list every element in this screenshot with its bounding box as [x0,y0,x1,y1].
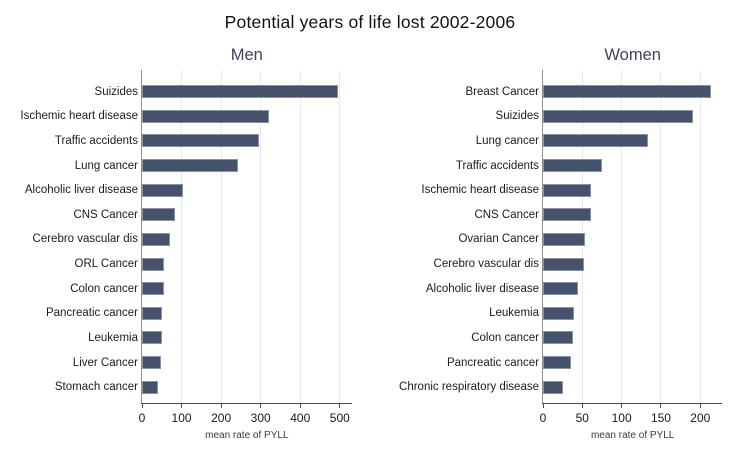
bar-stomach-cancer [142,380,158,394]
bar-leukemia [142,331,162,345]
bar-pancreatic-cancer [543,356,571,370]
bar-ovarian-cancer [543,232,586,246]
category-label: Liver Cancer [72,356,138,369]
bar-leukemia [543,306,574,320]
category-label: CNS Cancer [474,208,539,221]
gridline-x-200 [699,70,701,403]
category-label: Pancreatic cancer [45,307,138,320]
gridline-x-100 [181,70,183,403]
category-label: Colon cancer [70,282,138,295]
bar-ischemic-heart-disease [543,183,591,197]
plot-area-women: Breast Cancer Suizides Lung cancer Traffic … [399,70,723,441]
bar-suizides [543,109,694,123]
bar-pancreatic-cancer [142,306,163,320]
y-axis-line [141,70,142,404]
x-tick-mark-0 [542,404,544,408]
category-label: Chronic respiratory disease [399,381,539,394]
bar-suizides [142,85,338,99]
category-label: Pancreatic cancer [446,356,539,369]
x-tick-mark-400 [299,404,301,408]
category-label: Leukemia [489,307,539,320]
bar-cerebro-vascular-dis [142,232,171,246]
x-tick-mark-0 [141,404,143,408]
x-tick-label-400: 400 [290,411,311,425]
category-label: Ovarian Cancer [458,233,539,246]
category-label: Colon cancer [471,331,539,344]
x-tick-mark-300 [260,404,262,408]
category-label: Lung cancer [475,134,539,147]
category-label: Alcoholic liver disease [24,184,138,197]
x-tick-mark-50 [581,404,583,408]
chart-title-men: Men [230,46,263,64]
bar-cns-cancer [142,208,175,222]
gridline-x-400 [299,70,301,403]
y-axis-line [542,70,543,404]
x-tick-label-150: 150 [650,411,671,425]
category-label: Lung cancer [74,159,138,172]
x-tick-label-0: 0 [138,411,146,425]
category-label: Alcoholic liver disease [425,282,539,295]
category-label: Cerebro vascular dis [433,258,539,271]
x-tick-label-50: 50 [575,411,589,425]
bar-alcoholic-liver-disease [142,183,183,197]
x-axis-label: mean rate of PYLL [205,430,289,441]
x-tick-label-500: 500 [329,411,350,425]
x-tick-label-0: 0 [539,411,547,425]
bar-breast-cancer [543,85,712,99]
x-tick-mark-200 [699,404,701,408]
panel-men: Men Suizides Ischemic heart disease Traffic… [0,46,370,454]
x-tick-mark-500 [339,404,341,408]
category-label: Breast Cancer [465,85,539,98]
category-label: Cerebro vascular dis [32,233,138,246]
category-label: CNS Cancer [73,208,138,221]
category-label: Suizides [94,85,138,98]
panel-women: Women Breast Cancer Suizides Lung cancer Tra… [370,46,740,454]
bar-lung-cancer [543,134,648,148]
gridline-x-200 [220,70,222,403]
x-tick-mark-150 [660,404,662,408]
chart-title-women: Women [604,46,661,64]
x-tick-label-200: 200 [690,411,711,425]
x-tick-label-200: 200 [211,411,232,425]
gridline-x-150 [660,70,662,403]
bar-orl-cancer [142,257,165,271]
category-label: ORL Cancer [74,258,139,271]
x-tick-label-100: 100 [611,411,632,425]
bar-colon-cancer [543,331,573,345]
category-label: Traffic accidents [54,134,138,147]
gridline-x-300 [260,70,262,403]
bar-liver-cancer [142,356,161,370]
bar-alcoholic-liver-disease [543,282,579,296]
figure-title: Potential years of life lost 2002-2006 [224,12,516,32]
x-axis-line [542,403,723,404]
bar-lung-cancer [142,159,239,173]
category-label: Stomach cancer [54,381,138,394]
x-axis-label: mean rate of PYLL [590,430,675,441]
x-tick-mark-200 [220,404,222,408]
x-tick-label-100: 100 [171,411,192,425]
plot-area-men: Suizides Ischemic heart disease Traffic ac… [20,70,352,441]
category-label: Leukemia [88,331,138,344]
x-tick-mark-100 [181,404,183,408]
gridline-x-100 [621,70,623,403]
bar-ischemic-heart-disease [142,109,269,123]
bar-colon-cancer [142,282,164,296]
bar-cerebro-vascular-dis [543,257,584,271]
category-label: Ischemic heart disease [20,110,138,123]
category-label: Ischemic heart disease [421,184,539,197]
bar-traffic-accidents [543,159,602,173]
category-label: Suizides [495,110,539,123]
x-axis-line [141,403,352,404]
bar-chronic-respiratory-disease [543,380,564,394]
bar-traffic-accidents [142,134,260,148]
bar-cns-cancer [543,208,591,222]
gridline-x-500 [339,70,341,403]
x-tick-label-300: 300 [250,411,271,425]
x-tick-mark-100 [621,404,623,408]
category-label: Traffic accidents [455,159,539,172]
